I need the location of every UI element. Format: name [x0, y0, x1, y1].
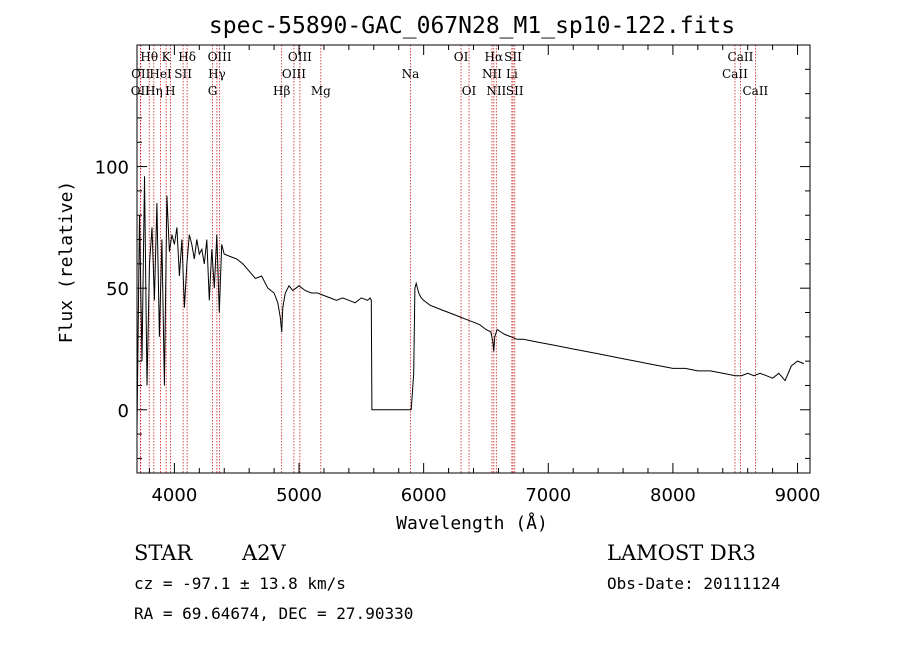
chart-title: spec-55890-GAC_067N28_M1_sp10-122.fits [209, 13, 735, 39]
y-tick-label: 0 [118, 401, 129, 422]
reference-lines [139, 45, 756, 473]
reference-line-label: OIII [288, 50, 312, 64]
x-tick-label: 5000 [276, 485, 322, 506]
reference-line-label: G [208, 84, 218, 98]
reference-line-label: K [162, 50, 172, 64]
reference-line-label: H [165, 84, 175, 98]
reference-line-label: Hη [145, 84, 163, 98]
x-axis: 4000 5000 6000 7000 8000 9000 [148, 45, 821, 506]
reference-line-label: Mg [311, 84, 331, 98]
survey-name: LAMOST DR3 [607, 541, 756, 565]
reference-line-label: OI [462, 84, 477, 98]
y-axis: 0 50 100 [95, 68, 810, 459]
reference-line-label: Na [402, 67, 420, 81]
reference-line-label: SII [174, 67, 192, 81]
reference-line-label: Hα [485, 50, 504, 64]
reference-line-label: CaII [742, 84, 768, 98]
y-axis-label: Flux (relative) [56, 181, 77, 344]
y-tick-label: 100 [95, 158, 129, 179]
reference-line-label: Hδ [178, 50, 196, 64]
y-tick-label: 50 [106, 279, 129, 300]
reference-line-label: NII [486, 84, 506, 98]
reference-line-label: Hγ [208, 67, 226, 81]
x-tick-label: 7000 [525, 485, 571, 506]
redshift-cz: cz = -97.1 ± 13.8 km/s [134, 574, 346, 593]
x-tick-label: 9000 [775, 485, 821, 506]
coordinates-radec: RA = 69.64674, DEC = 27.90330 [134, 604, 413, 623]
reference-line-label: OI [454, 50, 469, 64]
x-axis-label: Wavelength (Å) [396, 512, 548, 534]
reference-line-label: CaII [722, 67, 748, 81]
object-subclass: A2V [241, 541, 287, 565]
x-tick-label: 8000 [650, 485, 696, 506]
reference-line-label: SII [504, 50, 522, 64]
spectrum-line [136, 176, 804, 430]
reference-line-label: Hθ [140, 50, 158, 64]
reference-line-labels: OII OII Hθ Hη HeI K H SII Hδ G Hγ OIII Hβ OIII OIII Mg N… [131, 50, 769, 98]
reference-line-label: OIII [282, 67, 306, 81]
x-tick-label: 6000 [401, 485, 447, 506]
reference-line-label: NII [482, 67, 502, 81]
reference-line-label: SII [506, 84, 524, 98]
observation-date: Obs-Date: 20111124 [607, 574, 780, 593]
reference-line-label: CaII [728, 50, 754, 64]
plot-frame [136, 44, 811, 474]
x-tick-label: 4000 [151, 485, 197, 506]
reference-line-label: HeI [149, 67, 172, 81]
reference-line-label: Li [506, 67, 518, 81]
reference-line-label: OII [131, 67, 151, 81]
reference-line-label: OII [131, 84, 151, 98]
reference-line-label: Hβ [273, 84, 290, 98]
object-class: STAR [134, 541, 193, 565]
reference-line-label: OIII [208, 50, 232, 64]
